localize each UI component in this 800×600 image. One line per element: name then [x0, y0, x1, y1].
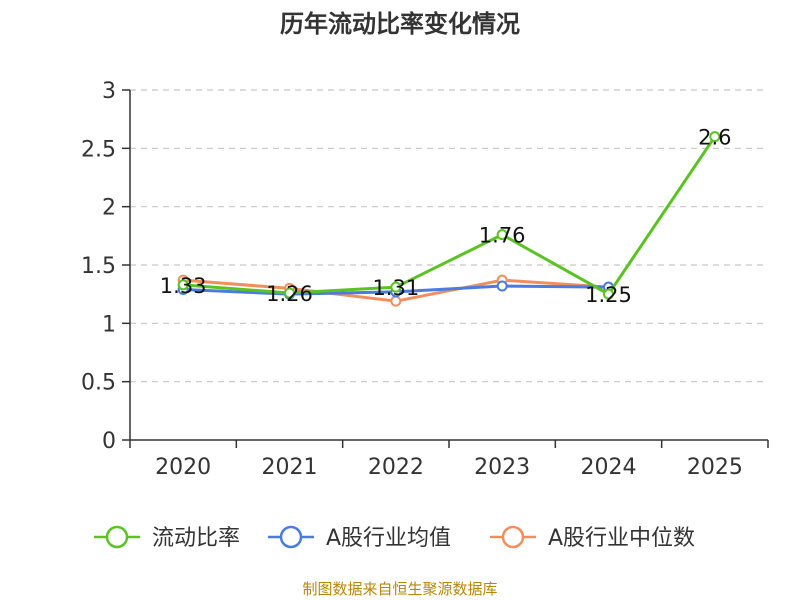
data-point[interactable]	[496, 280, 508, 292]
data-label: 1.33	[160, 274, 207, 298]
y-tick-label: 1.5	[81, 254, 116, 279]
grid-lines	[130, 89, 768, 383]
data-labels: 1.33 1.26 1.31 1.76 1.25 2.6	[160, 126, 732, 307]
data-point[interactable]	[496, 229, 508, 241]
legend: 流动比率 A股行业均值 A股行业中位数	[94, 525, 695, 551]
legend-marker	[105, 525, 129, 549]
x-tick-label: 2022	[368, 455, 424, 480]
x-tick-label: 2023	[474, 455, 530, 480]
y-tick-label: 0.5	[81, 371, 116, 396]
y-tick-label: 3	[102, 79, 116, 104]
legend-item-label[interactable]: 流动比率	[152, 526, 240, 551]
data-point[interactable]	[603, 288, 614, 300]
data-label: 1.25	[585, 283, 632, 307]
x-tick-label: 2020	[155, 455, 211, 480]
chart-title: 历年流动比率变化情况	[280, 10, 520, 38]
x-tick-label: 2024	[581, 455, 637, 480]
data-label: 1.26	[266, 282, 313, 306]
y-tick-label: 0	[102, 429, 116, 454]
legend-marker	[279, 525, 303, 549]
y-axis-ticks: 0 0.5 1 1.5 2 2.5 3	[81, 79, 130, 454]
y-tick-label: 2	[102, 196, 116, 221]
x-axis-ticks: 2020 2021 2022 2023 2024 2025	[129, 440, 769, 480]
data-point[interactable]	[390, 281, 402, 293]
data-label: 1.76	[479, 224, 526, 248]
legend-marker	[501, 525, 525, 549]
data-point[interactable]	[709, 131, 721, 143]
x-tick-label: 2021	[262, 455, 318, 480]
source-note: 制图数据来自恒生聚源数据库	[302, 580, 497, 598]
data-label: 2.6	[698, 126, 731, 150]
data-point[interactable]	[284, 287, 295, 299]
series-line	[183, 135, 717, 296]
x-tick-label: 2025	[687, 455, 743, 480]
series-group	[177, 131, 721, 307]
legend-item-label[interactable]: A股行业均值	[326, 526, 451, 551]
legend-item-label[interactable]: A股行业中位数	[548, 526, 695, 551]
y-tick-label: 1	[102, 312, 116, 337]
y-tick-label: 2.5	[81, 137, 116, 162]
data-point[interactable]	[177, 279, 189, 291]
data-label: 1.31	[372, 276, 419, 300]
